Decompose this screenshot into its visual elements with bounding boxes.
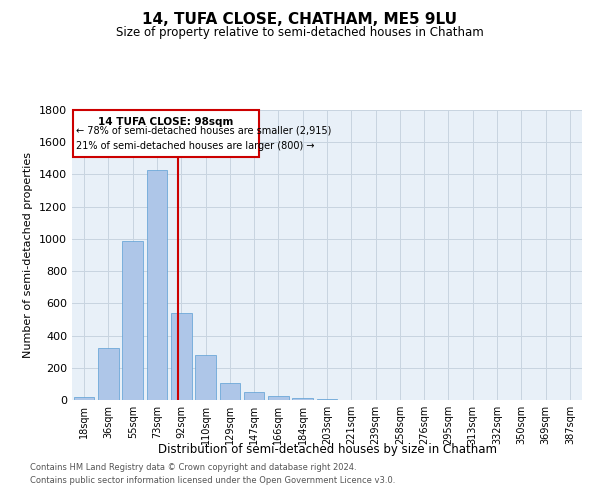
Text: Contains public sector information licensed under the Open Government Licence v3: Contains public sector information licen… — [30, 476, 395, 485]
Bar — [292, 398, 313, 400]
Bar — [195, 355, 216, 400]
Y-axis label: Number of semi-detached properties: Number of semi-detached properties — [23, 152, 34, 358]
Text: 21% of semi-detached houses are larger (800) →: 21% of semi-detached houses are larger (… — [76, 142, 315, 152]
Text: Size of property relative to semi-detached houses in Chatham: Size of property relative to semi-detach… — [116, 26, 484, 39]
Text: 14 TUFA CLOSE: 98sqm: 14 TUFA CLOSE: 98sqm — [98, 117, 233, 127]
Bar — [317, 399, 337, 400]
Bar — [122, 240, 143, 400]
Text: Contains HM Land Registry data © Crown copyright and database right 2024.: Contains HM Land Registry data © Crown c… — [30, 464, 356, 472]
Bar — [244, 392, 265, 400]
Bar — [171, 313, 191, 400]
Bar — [220, 383, 240, 400]
Bar — [146, 170, 167, 400]
Bar — [268, 396, 289, 400]
Bar — [73, 110, 259, 156]
Bar — [98, 348, 119, 400]
Bar — [74, 397, 94, 400]
Text: ← 78% of semi-detached houses are smaller (2,915): ← 78% of semi-detached houses are smalle… — [76, 125, 332, 135]
Text: Distribution of semi-detached houses by size in Chatham: Distribution of semi-detached houses by … — [157, 442, 497, 456]
Text: 14, TUFA CLOSE, CHATHAM, ME5 9LU: 14, TUFA CLOSE, CHATHAM, ME5 9LU — [143, 12, 458, 28]
